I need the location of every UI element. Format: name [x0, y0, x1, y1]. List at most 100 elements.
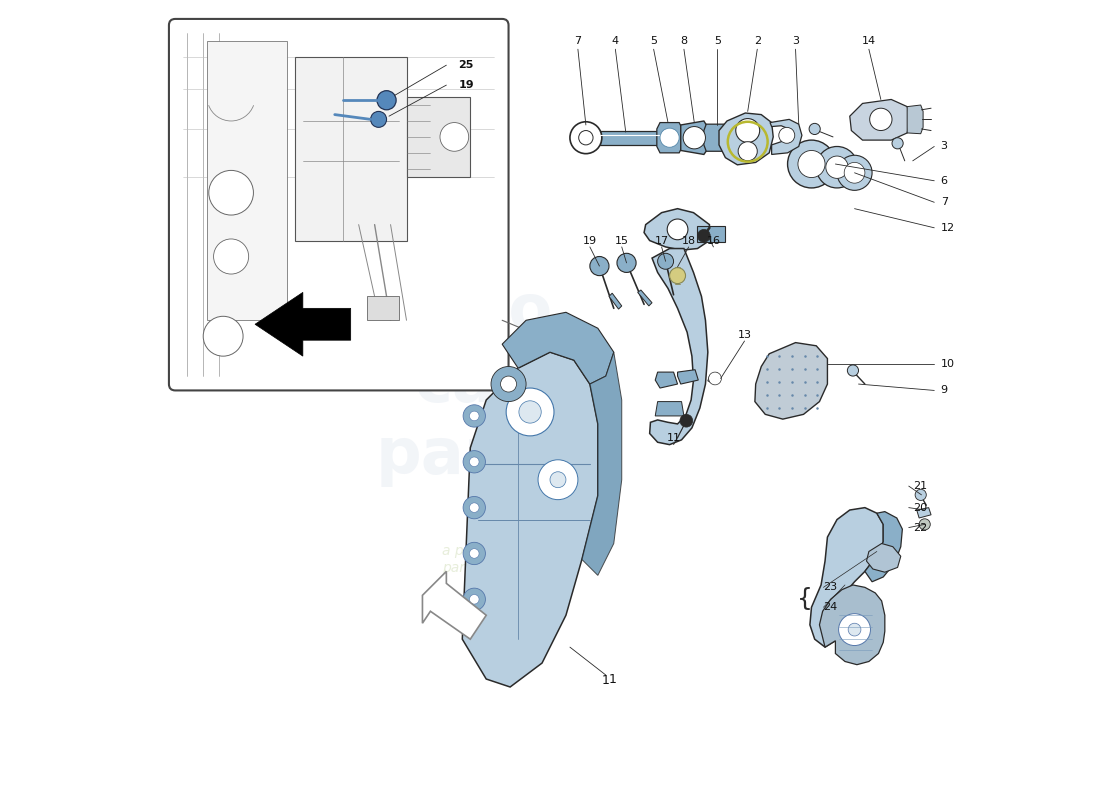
Circle shape: [377, 90, 396, 110]
Circle shape: [371, 111, 386, 127]
Text: 22: 22: [913, 522, 927, 533]
Circle shape: [470, 457, 478, 466]
Polygon shape: [601, 130, 661, 145]
Polygon shape: [645, 209, 710, 250]
Text: 16: 16: [706, 235, 721, 246]
Polygon shape: [422, 571, 486, 639]
Text: 24: 24: [824, 602, 838, 612]
Text: 18: 18: [682, 235, 696, 246]
Circle shape: [668, 219, 688, 240]
Circle shape: [658, 254, 673, 270]
Polygon shape: [462, 352, 597, 687]
Circle shape: [779, 127, 794, 143]
Polygon shape: [865, 512, 902, 582]
Text: 6: 6: [940, 176, 947, 186]
Circle shape: [590, 257, 609, 276]
Circle shape: [579, 130, 593, 145]
Polygon shape: [595, 130, 601, 145]
Polygon shape: [755, 342, 827, 419]
Polygon shape: [916, 508, 931, 518]
Circle shape: [848, 623, 861, 636]
Circle shape: [470, 549, 478, 558]
Polygon shape: [638, 290, 652, 306]
Circle shape: [683, 126, 705, 149]
Circle shape: [463, 497, 485, 518]
Text: 13: 13: [737, 330, 751, 340]
Text: 5: 5: [714, 36, 720, 46]
Circle shape: [816, 146, 858, 188]
Polygon shape: [719, 113, 773, 165]
Circle shape: [463, 450, 485, 473]
Circle shape: [213, 239, 249, 274]
Text: 12: 12: [940, 223, 955, 233]
Circle shape: [660, 128, 679, 147]
Text: 1: 1: [608, 673, 616, 686]
Text: {: {: [798, 587, 813, 611]
Circle shape: [870, 108, 892, 130]
Polygon shape: [207, 42, 287, 320]
Text: 8: 8: [681, 36, 688, 46]
Polygon shape: [656, 372, 678, 388]
Text: 3: 3: [940, 142, 947, 151]
Polygon shape: [255, 292, 351, 356]
Polygon shape: [770, 119, 802, 154]
Circle shape: [892, 138, 903, 149]
Circle shape: [470, 594, 478, 604]
Circle shape: [810, 123, 821, 134]
Polygon shape: [850, 99, 911, 140]
Circle shape: [463, 542, 485, 565]
Text: 21: 21: [913, 481, 927, 491]
Polygon shape: [704, 124, 726, 151]
Text: 1: 1: [602, 674, 609, 687]
Circle shape: [847, 365, 858, 376]
Text: 23: 23: [824, 582, 837, 592]
Polygon shape: [656, 402, 684, 416]
Circle shape: [826, 156, 848, 178]
Circle shape: [506, 388, 554, 436]
Polygon shape: [810, 508, 883, 647]
Text: 19: 19: [459, 80, 474, 90]
Circle shape: [204, 316, 243, 356]
Text: euro
car
parts: euro car parts: [376, 282, 564, 487]
Polygon shape: [820, 585, 884, 665]
Text: 25: 25: [459, 60, 474, 70]
Circle shape: [617, 254, 636, 273]
Circle shape: [209, 170, 253, 215]
Text: 4: 4: [612, 36, 619, 46]
FancyBboxPatch shape: [169, 19, 508, 390]
Polygon shape: [407, 97, 471, 177]
Circle shape: [920, 518, 931, 530]
Polygon shape: [657, 122, 682, 153]
Polygon shape: [295, 57, 407, 241]
Circle shape: [570, 122, 602, 154]
Polygon shape: [681, 121, 708, 154]
Polygon shape: [366, 296, 398, 320]
Circle shape: [470, 503, 478, 513]
Polygon shape: [503, 312, 614, 384]
Text: 9: 9: [940, 386, 948, 395]
Polygon shape: [582, 352, 621, 575]
Text: 15: 15: [615, 235, 629, 246]
Circle shape: [491, 366, 526, 402]
Circle shape: [798, 150, 825, 178]
Circle shape: [463, 588, 485, 610]
Text: 10: 10: [940, 359, 955, 369]
Text: 2: 2: [754, 36, 761, 46]
Circle shape: [708, 372, 722, 385]
Text: 17: 17: [654, 235, 669, 246]
Circle shape: [738, 142, 757, 161]
Polygon shape: [678, 370, 698, 384]
Polygon shape: [708, 373, 720, 384]
Text: a passion for
parts since...: a passion for parts since...: [441, 544, 531, 574]
Circle shape: [538, 460, 578, 500]
Circle shape: [470, 411, 478, 421]
Text: 7: 7: [574, 36, 582, 46]
Circle shape: [736, 118, 760, 142]
Text: 19: 19: [583, 235, 597, 246]
Text: 11: 11: [667, 434, 681, 443]
Circle shape: [838, 614, 870, 646]
Polygon shape: [650, 249, 708, 445]
Polygon shape: [697, 226, 725, 242]
Circle shape: [837, 155, 872, 190]
Circle shape: [670, 268, 685, 284]
